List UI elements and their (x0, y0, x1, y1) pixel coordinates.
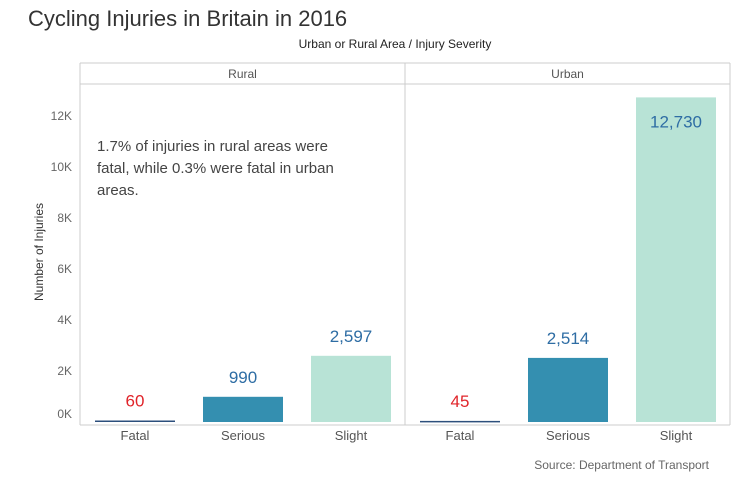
bar[interactable] (420, 420, 500, 423)
panel-rural: Rural 60 Fatal 990 Serious 2,597 Slight (95, 67, 391, 443)
chart-header: Urban or Rural Area / Injury Severity (299, 37, 492, 51)
annotation-line-2: fatal, while 0.3% were fatal in urban (97, 160, 334, 177)
chart-title: Cycling Injuries in Britain in 2016 (28, 6, 347, 31)
data-label: 2,514 (547, 329, 590, 348)
facet-label: Urban (551, 67, 584, 81)
data-label: 60 (126, 392, 145, 411)
data-label: 45 (451, 392, 470, 411)
facet-label: Rural (228, 67, 257, 81)
y-tick-label: 2K (57, 364, 72, 378)
x-tick-label: Slight (660, 428, 693, 443)
y-ticks: 0K 2K 4K 6K 8K 10K 12K (51, 109, 72, 421)
y-tick-label: 4K (57, 313, 72, 327)
x-tick-label: Serious (546, 428, 591, 443)
y-tick-label: 8K (57, 211, 72, 225)
data-label: 2,597 (330, 327, 373, 346)
bar[interactable] (203, 396, 283, 422)
y-tick-label: 10K (51, 160, 72, 174)
bar[interactable] (95, 420, 175, 423)
source-note: Source: Department of Transport (534, 458, 709, 472)
panels: Rural 60 Fatal 990 Serious 2,597 Slight Urban 45… (95, 67, 716, 443)
y-tick-label: 6K (57, 262, 72, 276)
x-tick-label: Fatal (121, 428, 150, 443)
annotation-line-1: 1.7% of injuries in rural areas were (97, 138, 328, 155)
y-tick-label: 12K (51, 109, 72, 123)
y-tick-label: 0K (57, 407, 72, 421)
x-tick-label: Serious (221, 428, 266, 443)
data-label: 990 (229, 368, 257, 387)
annotation: 1.7% of injuries in rural areas were fat… (97, 138, 334, 199)
bar[interactable] (528, 357, 608, 422)
plot-frame (79, 62, 731, 426)
bar[interactable] (636, 97, 716, 423)
panel-urban: Urban 45 Fatal 2,514 Serious 12,730 Slight (420, 67, 716, 443)
x-tick-label: Slight (335, 428, 368, 443)
annotation-line-3: areas. (97, 182, 139, 199)
data-label: 12,730 (650, 112, 702, 131)
bar[interactable] (311, 355, 391, 422)
y-axis-label: Number of Injuries (32, 203, 46, 301)
x-tick-label: Fatal (446, 428, 475, 443)
